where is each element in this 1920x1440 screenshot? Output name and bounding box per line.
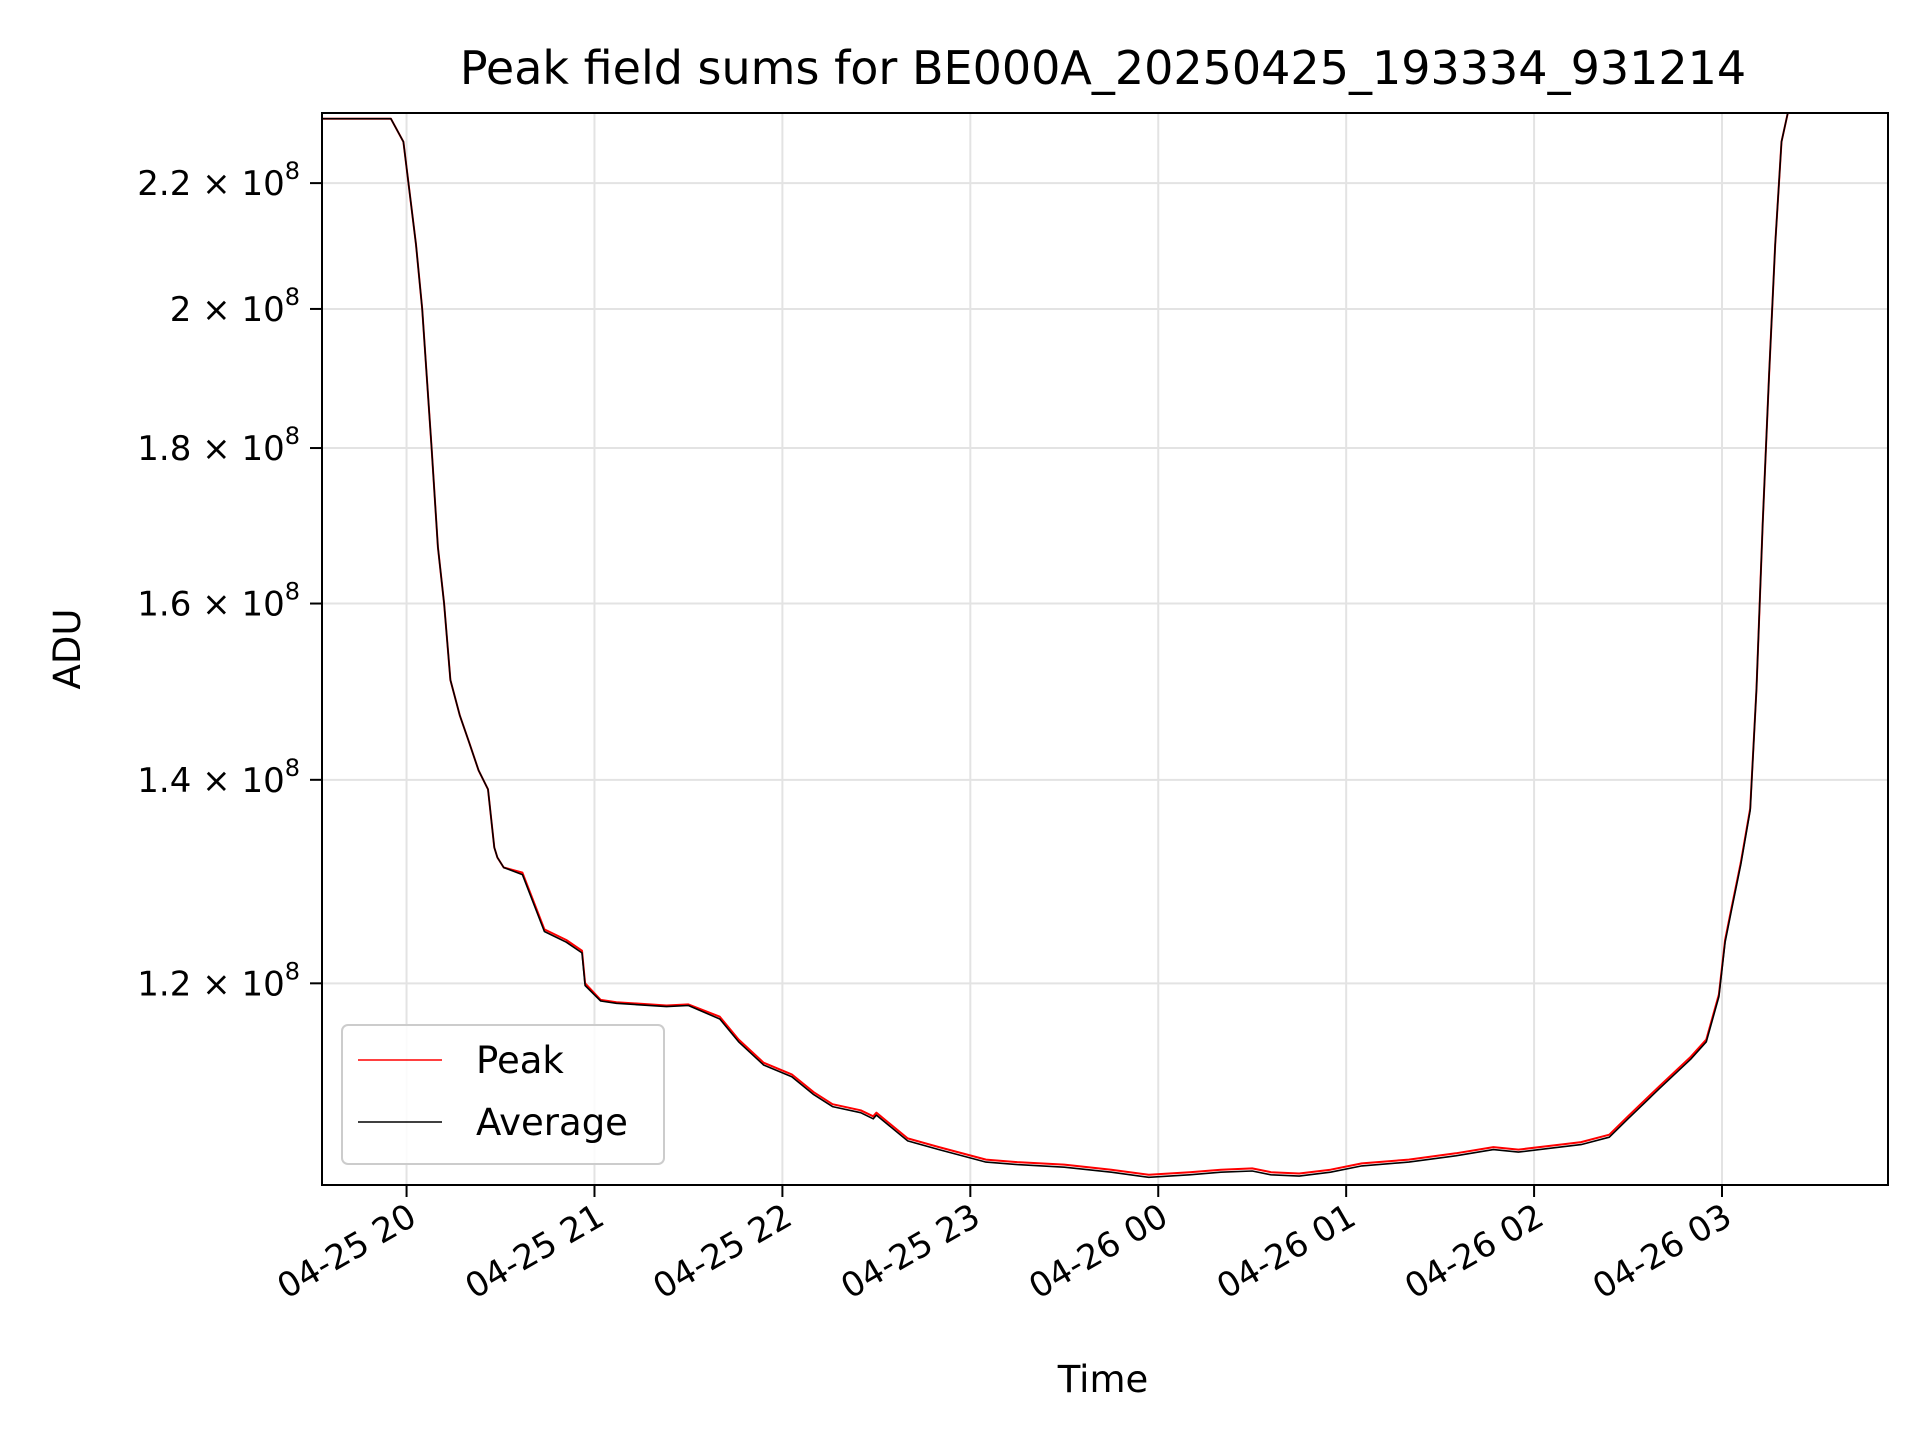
y-tick-label: 2 × 108 <box>170 283 300 330</box>
series-line-average <box>322 112 1801 1179</box>
x-axis-title: Time <box>1057 1358 1149 1401</box>
chart-title: Peak field sums for BE000A_20250425_1933… <box>460 41 1746 95</box>
grid <box>322 113 1888 1185</box>
plot-area <box>322 113 1888 1185</box>
y-tick-label: 1.4 × 108 <box>137 754 300 801</box>
y-tick-label: 2.2 × 108 <box>137 157 300 204</box>
y-axis: 1.2 × 108 1.4 × 108 1.6 × 108 1.8 × 108 2 × … <box>137 157 322 1004</box>
y-tick-label: 1.8 × 108 <box>137 422 300 469</box>
y-axis-title: ADU <box>46 609 89 690</box>
y-tick-label: 1.6 × 108 <box>137 578 300 625</box>
legend-label-average: Average <box>476 1101 628 1144</box>
series-lines <box>322 112 1801 1179</box>
plot-frame <box>321 112 1889 1186</box>
y-tick-label: 1.2 × 108 <box>137 957 300 1004</box>
legend: Peak Average <box>341 1024 665 1165</box>
legend-label-peak: Peak <box>476 1039 564 1082</box>
